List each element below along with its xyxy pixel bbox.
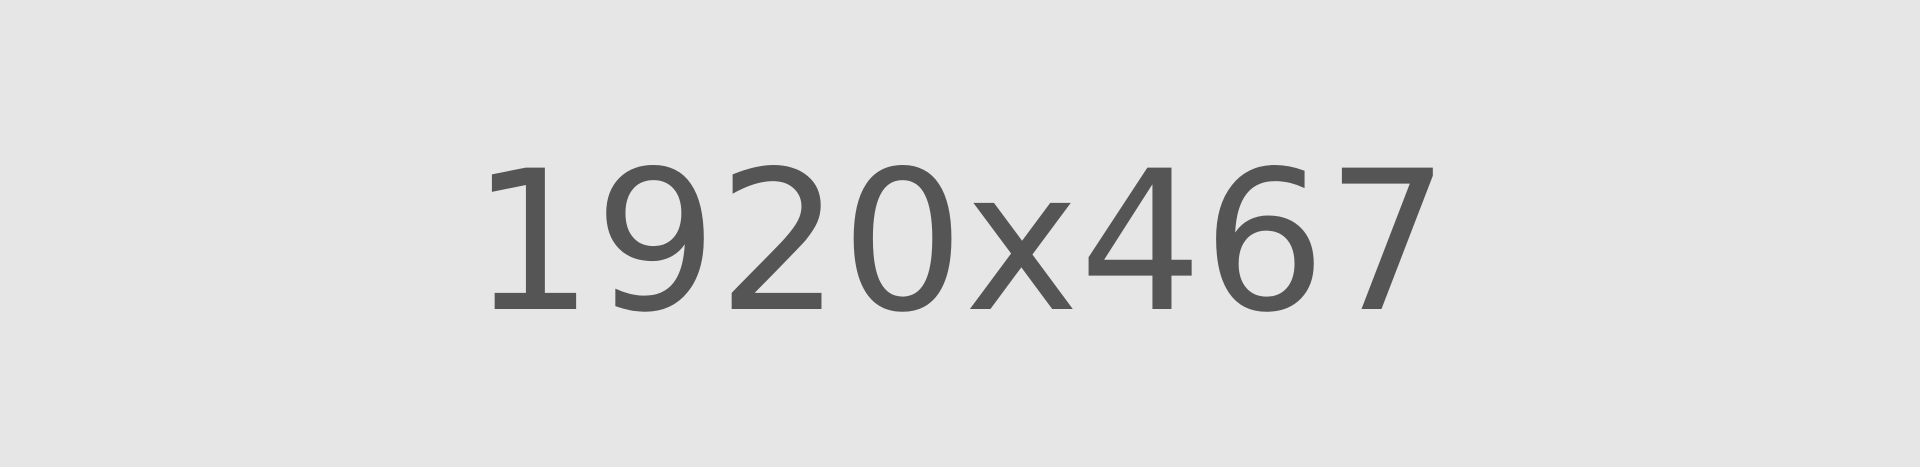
- dimensions-label: 1920x467: [470, 129, 1450, 355]
